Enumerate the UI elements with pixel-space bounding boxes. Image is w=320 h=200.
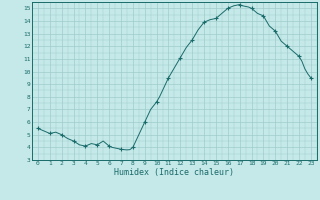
X-axis label: Humidex (Indice chaleur): Humidex (Indice chaleur) [115,168,234,177]
